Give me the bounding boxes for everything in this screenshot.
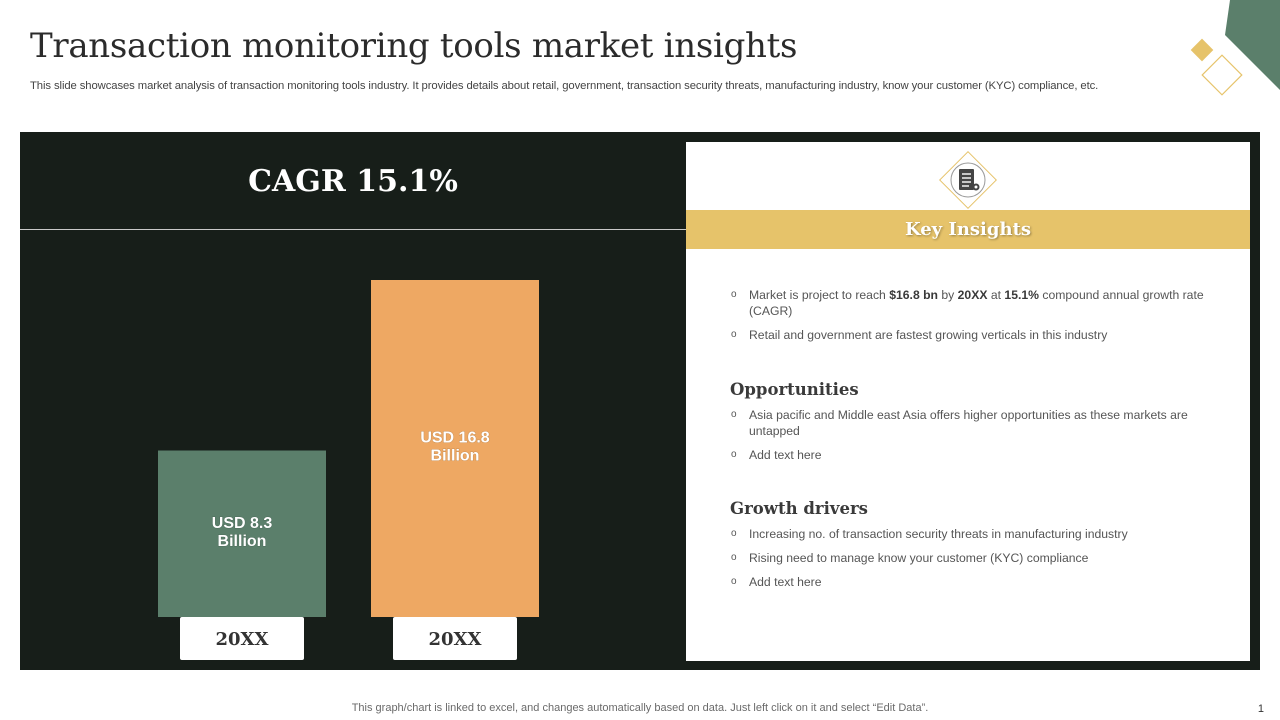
document-list-icon xyxy=(939,151,997,209)
opportunities-section: Opportunities o Asia pacific and Middle e… xyxy=(730,380,1210,471)
driver-text: Rising need to manage know your customer… xyxy=(749,551,1089,565)
key-point-text: by xyxy=(938,288,958,302)
growth-drivers-section: Growth drivers o Increasing no. of transa… xyxy=(730,499,1210,598)
footer-note: This graph/chart is linked to excel, and… xyxy=(351,702,929,714)
list-item: o Add text here xyxy=(730,574,1210,590)
list-item: o Rising need to manage know your custome… xyxy=(730,550,1210,566)
bullet-icon: o xyxy=(731,576,737,587)
opportunities-list: o Asia pacific and Middle east Asia offer… xyxy=(730,407,1210,463)
insights-card: Key Insights o Market is project to reach… xyxy=(686,142,1250,661)
driver-text: Add text here xyxy=(749,575,822,589)
key-insights-header: Key Insights xyxy=(686,210,1250,249)
bar-1[interactable] xyxy=(158,450,326,617)
list-item: o Add text here xyxy=(730,447,1210,463)
key-point-highlight: 15.1% xyxy=(1004,288,1039,302)
bar-data-label: USD 8.3 xyxy=(212,515,273,532)
opportunities-heading: Opportunities xyxy=(730,380,859,399)
slide-subtitle: This slide showcases market analysis of … xyxy=(30,80,1099,92)
bar-data-label: Billion xyxy=(218,533,267,550)
slide-title: Transaction monitoring tools market insi… xyxy=(30,26,798,66)
bar-data-label: Billion xyxy=(431,448,480,465)
opportunity-text: Add text here xyxy=(749,448,822,462)
key-point-text: Market is project to reach xyxy=(749,288,890,302)
key-point-text: Retail and government are fastest growin… xyxy=(749,328,1108,342)
key-points-list: o Market is project to reach $16.8 bn by … xyxy=(730,287,1210,343)
driver-text: Increasing no. of transaction security t… xyxy=(749,527,1128,541)
page-number: 1 xyxy=(1257,703,1264,715)
category-label: 20XX xyxy=(429,629,482,650)
category-label-box xyxy=(180,617,304,660)
key-point-highlight: $16.8 bn xyxy=(889,288,938,302)
list-item: o Asia pacific and Middle east Asia offer… xyxy=(730,407,1210,439)
bullet-icon: o xyxy=(731,552,737,563)
deco-outline-diamond xyxy=(1201,54,1243,96)
bullet-icon: o xyxy=(731,409,737,420)
deco-gold-diamond xyxy=(1190,38,1214,62)
bullet-icon: o xyxy=(731,528,737,539)
category-label-box xyxy=(393,617,517,660)
growth-drivers-heading: Growth drivers xyxy=(730,499,868,518)
key-point-highlight: 20XX xyxy=(957,288,988,302)
bullet-icon: o xyxy=(731,449,737,460)
bullet-icon: o xyxy=(731,329,737,340)
list-item: o Market is project to reach $16.8 bn by … xyxy=(730,287,1210,319)
list-item: o Retail and government are fastest growi… xyxy=(730,327,1210,343)
bullet-icon: o xyxy=(731,289,737,300)
main-panel: CAGR 15.1% USD 8.3 Billion 20XX USD 16.8 Bil… xyxy=(20,132,1260,670)
cagr-label: CAGR 15.1% xyxy=(248,163,458,199)
bar-data-label: USD 16.8 xyxy=(420,430,489,447)
list-item: o Increasing no. of transaction security … xyxy=(730,526,1210,542)
key-point-text: at xyxy=(987,288,1005,302)
growth-drivers-list: o Increasing no. of transaction security … xyxy=(730,526,1210,590)
corner-decoration xyxy=(1190,0,1280,96)
key-point-text: compound annual growth rate (CAGR) xyxy=(749,288,1204,318)
key-points-section: o Market is project to reach $16.8 bn by … xyxy=(730,287,1210,351)
deco-green-diamond xyxy=(1225,0,1280,90)
bar-2[interactable] xyxy=(371,280,539,617)
category-label: 20XX xyxy=(216,629,269,650)
cagr-divider xyxy=(20,229,686,230)
opportunity-text: Asia pacific and Middle east Asia offers… xyxy=(749,408,1188,438)
